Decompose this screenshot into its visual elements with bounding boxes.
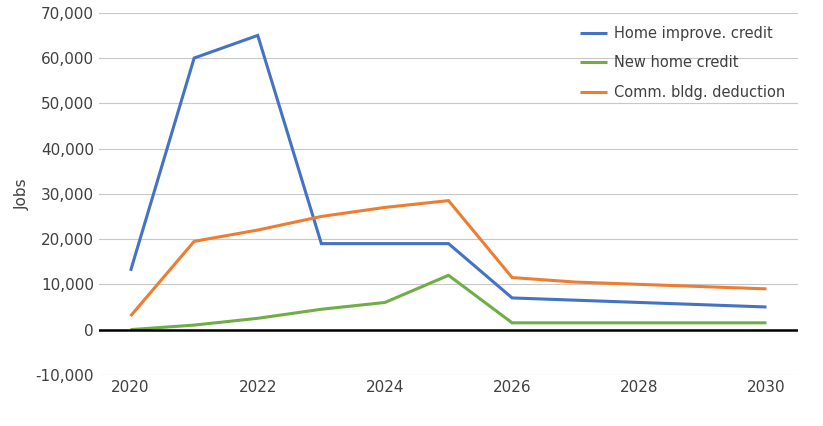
Comm. bldg. deduction <box>761 286 771 291</box>
Line: Comm. bldg. deduction: Comm. bldg. deduction <box>131 201 766 316</box>
Home improve. credit <box>507 295 517 300</box>
Home improve. credit <box>380 241 390 246</box>
Home improve. credit <box>571 298 581 303</box>
Comm. bldg. deduction <box>698 284 708 289</box>
Line: New home credit: New home credit <box>131 275 766 330</box>
New home credit <box>507 320 517 325</box>
Comm. bldg. deduction <box>571 279 581 285</box>
New home credit <box>571 320 581 325</box>
Home improve. credit <box>253 33 263 38</box>
New home credit <box>380 300 390 305</box>
Comm. bldg. deduction <box>126 314 136 319</box>
New home credit <box>253 316 263 321</box>
New home credit <box>316 307 326 312</box>
Comm. bldg. deduction <box>189 239 199 244</box>
New home credit <box>126 327 136 332</box>
Y-axis label: Jobs: Jobs <box>15 178 30 210</box>
Home improve. credit <box>761 305 771 310</box>
Comm. bldg. deduction <box>380 205 390 210</box>
Comm. bldg. deduction <box>316 214 326 219</box>
Comm. bldg. deduction <box>253 227 263 233</box>
Home improve. credit <box>316 241 326 246</box>
Home improve. credit <box>635 300 644 305</box>
New home credit <box>635 320 644 325</box>
Home improve. credit <box>698 302 708 307</box>
New home credit <box>444 273 453 278</box>
Comm. bldg. deduction <box>635 282 644 287</box>
Home improve. credit <box>189 55 199 60</box>
Legend: Home improve. credit, New home credit, Comm. bldg. deduction: Home improve. credit, New home credit, C… <box>574 20 791 106</box>
Home improve. credit <box>444 241 453 246</box>
Comm. bldg. deduction <box>444 198 453 203</box>
Line: Home improve. credit: Home improve. credit <box>131 35 766 307</box>
Home improve. credit <box>126 268 136 273</box>
New home credit <box>761 320 771 325</box>
New home credit <box>698 320 708 325</box>
Comm. bldg. deduction <box>507 275 517 280</box>
New home credit <box>189 322 199 328</box>
